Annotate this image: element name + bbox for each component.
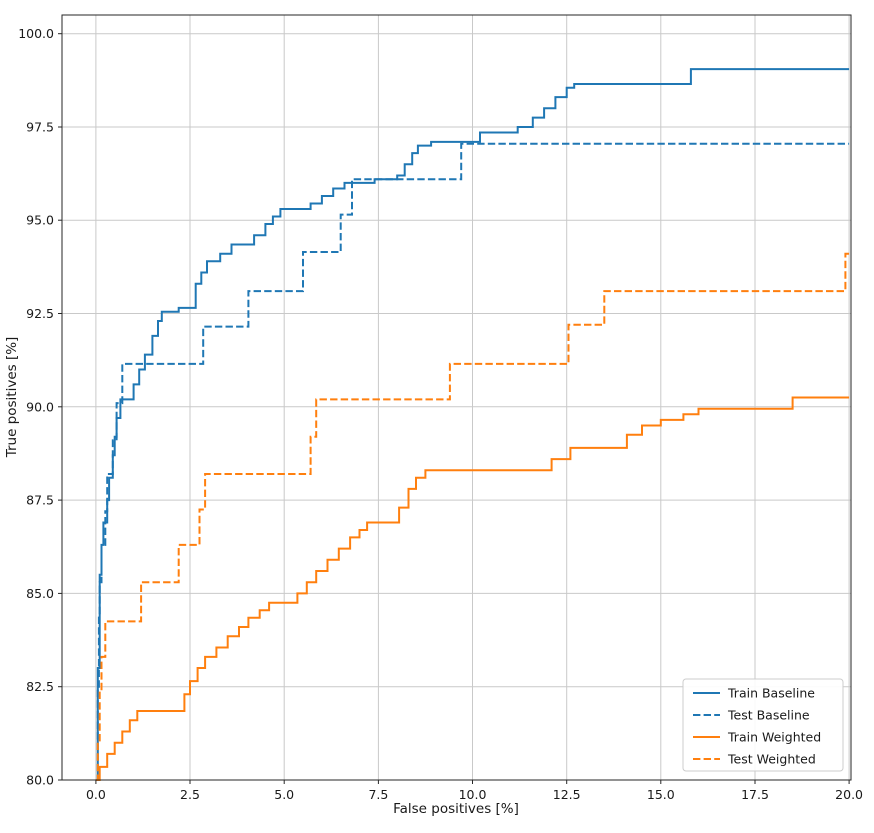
y-tick-label: 100.0 — [18, 26, 54, 41]
y-tick-label: 82.5 — [26, 679, 54, 694]
series-line-test-baseline — [95, 142, 850, 781]
legend: Train Baseline Test Baseline Train Weighte… — [682, 678, 844, 772]
legend-label: Train Weighted — [727, 730, 821, 745]
x-tick-label: 10.0 — [459, 787, 487, 802]
x-tick-label: 15.0 — [647, 787, 675, 802]
x-axis-label: False positives [%] — [393, 801, 519, 817]
series-line-train-baseline — [95, 68, 850, 781]
series-line-test-weighted — [95, 252, 850, 781]
x-tick-label: 12.5 — [553, 787, 581, 802]
y-tick-label: 97.5 — [26, 120, 54, 135]
series-line-train-weighted — [95, 396, 850, 781]
legend-label: Train Baseline — [727, 686, 815, 701]
y-tick-label: 90.0 — [26, 399, 54, 414]
y-tick-label: 95.0 — [26, 213, 54, 228]
x-tick-label: 0.0 — [86, 787, 106, 802]
legend-box — [682, 678, 844, 772]
y-tick-label: 92.5 — [26, 306, 54, 321]
y-tick-label: 80.0 — [26, 773, 54, 788]
y-tick-label: 85.0 — [26, 586, 54, 601]
y-axis-label: True positives [%] — [4, 337, 20, 459]
x-tick-label: 7.5 — [368, 787, 388, 802]
x-tick-label: 2.5 — [180, 787, 200, 802]
x-tick-label: 20.0 — [835, 787, 863, 802]
legend-label: Test Baseline — [727, 708, 810, 723]
axis-ticks: 0.0 2.5 5.0 7.5 10.0 12.5 15.0 17.5 20.0 80.0 82.5… — [18, 26, 863, 802]
grid-lines — [62, 15, 851, 781]
series-lines — [95, 68, 850, 781]
x-tick-label: 5.0 — [274, 787, 294, 802]
plot-border — [61, 14, 852, 781]
y-tick-label: 87.5 — [26, 493, 54, 508]
legend-label: Test Weighted — [727, 752, 816, 767]
x-tick-label: 17.5 — [741, 787, 769, 802]
